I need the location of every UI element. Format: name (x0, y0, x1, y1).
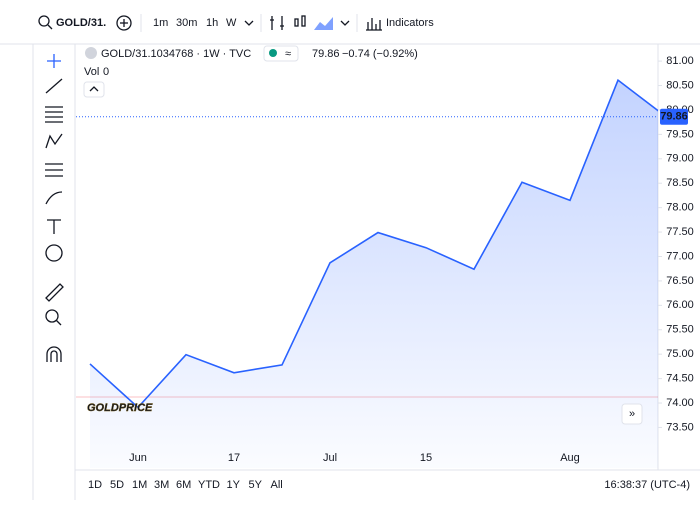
y-tick-label: 77.00 (666, 250, 694, 262)
range-button[interactable]: 1D (88, 479, 102, 491)
interval-button[interactable]: 1h (206, 17, 218, 29)
legend-title: GOLD/31.1034768 · 1W · TVC (101, 48, 251, 60)
svg-text:≈: ≈ (285, 48, 291, 60)
y-tick-label: 79.00 (666, 153, 694, 165)
y-tick-label: 78.00 (666, 202, 694, 214)
y-tick-label: 79.50 (666, 128, 694, 140)
scroll-icon: » (629, 408, 635, 420)
x-tick-label: 17 (228, 452, 240, 464)
area-fill (90, 80, 658, 468)
x-tick-label: Aug (560, 452, 580, 464)
indicators-button[interactable]: Indicators (386, 17, 434, 29)
range-button[interactable]: YTD (198, 479, 220, 491)
y-tick-label: 80.50 (666, 79, 694, 91)
interval-button[interactable]: W (226, 17, 237, 29)
legend: GOLD/31.1034768 · 1W · TVC ≈ 79.86 −0.74… (83, 45, 418, 98)
range-button[interactable]: 1Y (227, 479, 241, 491)
y-tick-label: 76.50 (666, 275, 694, 287)
legend-change: −0.74 (−0.92%) (342, 48, 418, 60)
range-button[interactable]: 3M (154, 479, 169, 491)
y-tick-label: 74.00 (666, 397, 694, 409)
top-toolbar: GOLD/31. 1m 30m 1h W Indicators (0, 14, 700, 45)
vol-label: Vol (84, 66, 99, 78)
left-toolbar (32, 44, 76, 500)
range-button[interactable]: 6M (176, 479, 191, 491)
last-price-label: 79.86 (660, 111, 688, 123)
clock: 16:38:37 (UTC-4) (604, 479, 690, 491)
y-tick-label: 81.00 (666, 55, 694, 67)
scroll-button[interactable] (621, 403, 643, 425)
range-button[interactable]: 5Y (249, 479, 263, 491)
price-line (89, 78, 658, 409)
y-tick-label: 78.50 (666, 177, 694, 189)
range-button[interactable]: 5D (110, 479, 124, 491)
legend-last: 79.86 (312, 48, 340, 60)
range-button[interactable]: All (271, 479, 283, 491)
y-tick-label: 73.50 (666, 421, 694, 433)
y-tick-label: 75.00 (666, 348, 694, 360)
x-tick-label: 15 (420, 452, 432, 464)
x-tick-label: Jul (323, 452, 337, 464)
y-tick-label: 74.50 (666, 373, 694, 385)
symbol[interactable]: GOLD/31. (56, 17, 106, 29)
vol-value: 0 (103, 66, 109, 78)
interval-button[interactable]: 30m (176, 17, 197, 29)
range-button[interactable]: 1M (132, 479, 147, 491)
y-tick-label: 76.00 (666, 299, 694, 311)
last-price-box (660, 108, 688, 125)
x-tick-label: Jun (129, 452, 147, 464)
y-tick-label: 77.50 (666, 226, 694, 238)
interval-button[interactable]: 1m (153, 17, 168, 29)
watermark: GOLDPRICE (87, 402, 153, 414)
y-tick-label: 75.50 (666, 324, 694, 336)
